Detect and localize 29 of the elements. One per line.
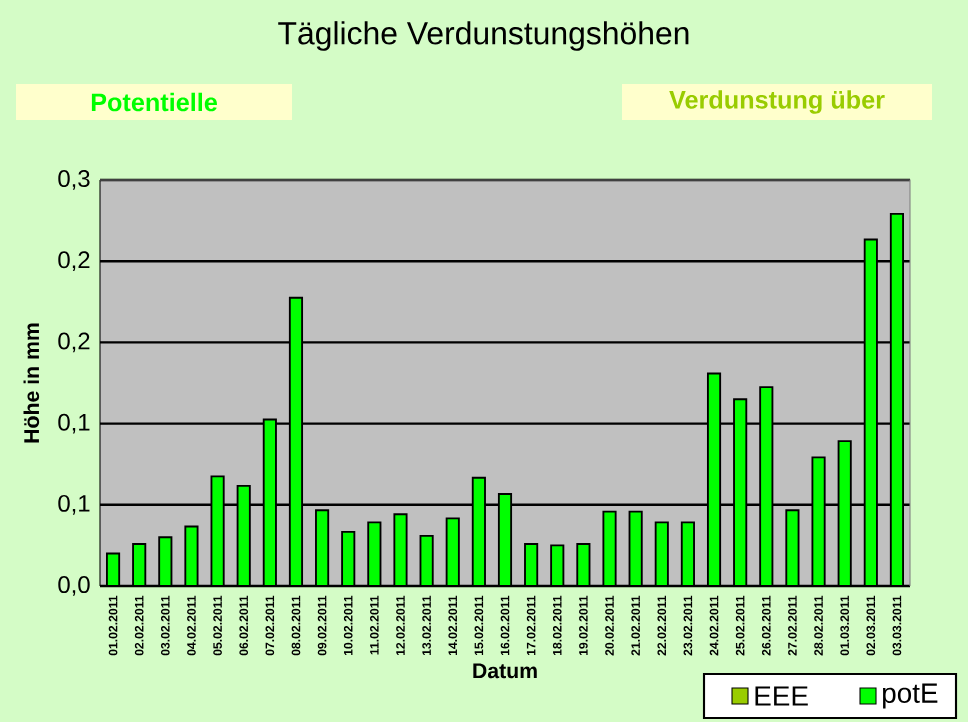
bar bbox=[184, 525, 199, 587]
bar bbox=[419, 535, 434, 587]
bar bbox=[393, 513, 408, 587]
bar bbox=[654, 521, 669, 587]
y-tick-label: 0,2 bbox=[58, 251, 90, 272]
y-tick-label: 0,0 bbox=[58, 576, 90, 596]
bar bbox=[550, 544, 565, 587]
legend-label: EEE bbox=[755, 686, 808, 706]
bar bbox=[680, 521, 695, 587]
bar bbox=[341, 530, 356, 587]
y-tick-label: 0,2 bbox=[58, 332, 90, 353]
bar bbox=[576, 543, 591, 587]
text: Verdunstung über bbox=[669, 90, 885, 114]
bar bbox=[445, 517, 460, 587]
y-tick-label: 0,3 bbox=[58, 170, 90, 190]
x-axis-title: Datum bbox=[473, 663, 537, 679]
chart-title: Tägliche Verdunstungshöhen bbox=[278, 21, 689, 51]
bar bbox=[628, 510, 643, 587]
y-tick-label: 0,1 bbox=[58, 413, 90, 434]
y-axis-title: Höhe in mm bbox=[23, 323, 40, 443]
legend-label: potE bbox=[883, 683, 938, 709]
bar bbox=[524, 543, 539, 587]
bar bbox=[367, 521, 382, 587]
bar bbox=[106, 552, 121, 587]
text: Potentielle bbox=[91, 92, 217, 112]
y-tick-label: 0,1 bbox=[58, 494, 90, 515]
bar bbox=[602, 510, 617, 587]
bar bbox=[132, 543, 147, 587]
bar bbox=[158, 536, 173, 587]
